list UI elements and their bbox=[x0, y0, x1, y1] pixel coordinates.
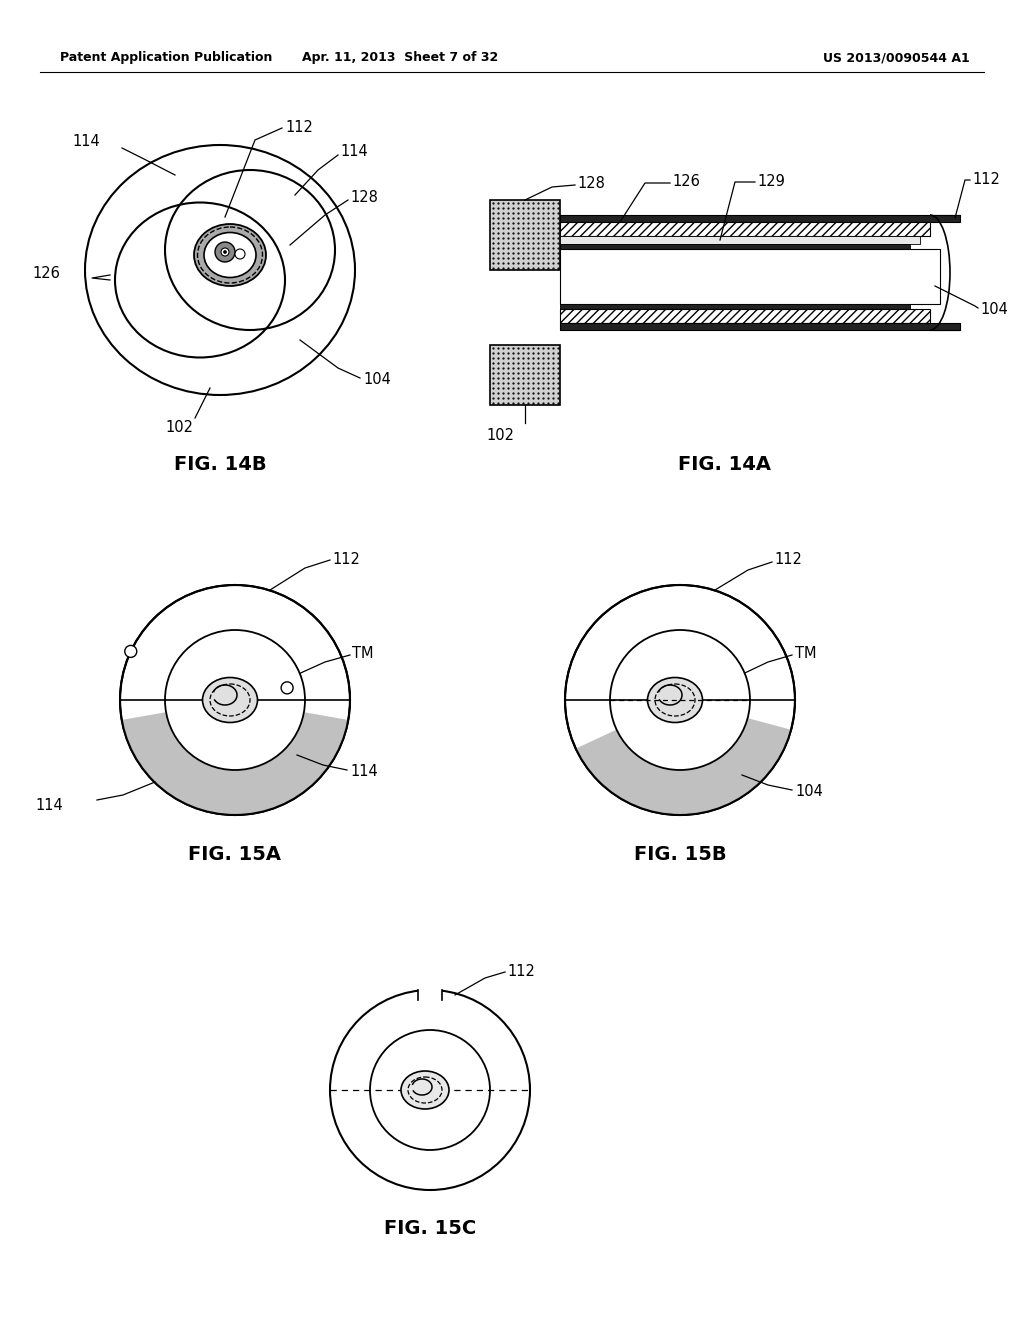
Text: 112: 112 bbox=[507, 964, 535, 978]
Circle shape bbox=[215, 242, 234, 261]
Circle shape bbox=[125, 645, 137, 657]
Polygon shape bbox=[122, 713, 348, 814]
Text: 112: 112 bbox=[332, 552, 359, 566]
Bar bbox=[490, 201, 560, 271]
Text: Patent Application Publication: Patent Application Publication bbox=[60, 51, 272, 65]
Ellipse shape bbox=[203, 677, 257, 722]
Text: 102: 102 bbox=[165, 421, 193, 436]
Text: 112: 112 bbox=[774, 553, 802, 568]
Bar bbox=[560, 323, 961, 330]
Text: 128: 128 bbox=[350, 190, 378, 206]
Bar bbox=[560, 215, 961, 222]
Text: Apr. 11, 2013  Sheet 7 of 32: Apr. 11, 2013 Sheet 7 of 32 bbox=[302, 51, 498, 65]
Text: 114: 114 bbox=[340, 144, 368, 160]
Circle shape bbox=[565, 585, 795, 814]
Text: FIG. 15B: FIG. 15B bbox=[634, 846, 726, 865]
Circle shape bbox=[221, 248, 229, 256]
Ellipse shape bbox=[194, 224, 266, 286]
Bar bbox=[560, 304, 910, 309]
Text: FIG. 14B: FIG. 14B bbox=[174, 455, 266, 474]
Circle shape bbox=[234, 249, 245, 259]
Circle shape bbox=[370, 1030, 490, 1150]
Bar bbox=[560, 309, 930, 323]
Text: 112: 112 bbox=[972, 172, 999, 186]
Text: 112: 112 bbox=[285, 120, 313, 135]
Ellipse shape bbox=[647, 677, 702, 722]
Circle shape bbox=[610, 630, 750, 770]
Bar bbox=[418, 987, 442, 995]
Text: 104: 104 bbox=[362, 372, 391, 388]
Ellipse shape bbox=[401, 1071, 449, 1109]
Text: TM: TM bbox=[795, 645, 816, 660]
Text: 104: 104 bbox=[795, 784, 823, 800]
Text: TM: TM bbox=[352, 645, 374, 660]
Text: FIG. 15C: FIG. 15C bbox=[384, 1218, 476, 1238]
Text: 126: 126 bbox=[672, 174, 699, 190]
Text: 114: 114 bbox=[35, 797, 62, 813]
Text: 129: 129 bbox=[757, 173, 784, 189]
Text: 128: 128 bbox=[577, 177, 605, 191]
Text: FIG. 14A: FIG. 14A bbox=[679, 455, 771, 474]
Text: 114: 114 bbox=[350, 763, 378, 779]
Circle shape bbox=[223, 251, 226, 253]
Ellipse shape bbox=[204, 232, 256, 277]
Circle shape bbox=[120, 585, 350, 814]
Bar bbox=[490, 345, 560, 405]
Bar bbox=[560, 244, 910, 249]
Text: US 2013/0090544 A1: US 2013/0090544 A1 bbox=[823, 51, 970, 65]
Circle shape bbox=[330, 990, 530, 1191]
Bar bbox=[560, 249, 940, 304]
Polygon shape bbox=[575, 718, 792, 814]
Text: 126: 126 bbox=[32, 267, 59, 281]
Text: FIG. 15A: FIG. 15A bbox=[188, 846, 282, 865]
Text: 114: 114 bbox=[72, 135, 99, 149]
Circle shape bbox=[165, 630, 305, 770]
Bar bbox=[560, 236, 920, 244]
Bar bbox=[560, 222, 930, 236]
Text: 104: 104 bbox=[980, 301, 1008, 317]
Text: 102: 102 bbox=[486, 428, 514, 442]
Circle shape bbox=[282, 682, 293, 694]
